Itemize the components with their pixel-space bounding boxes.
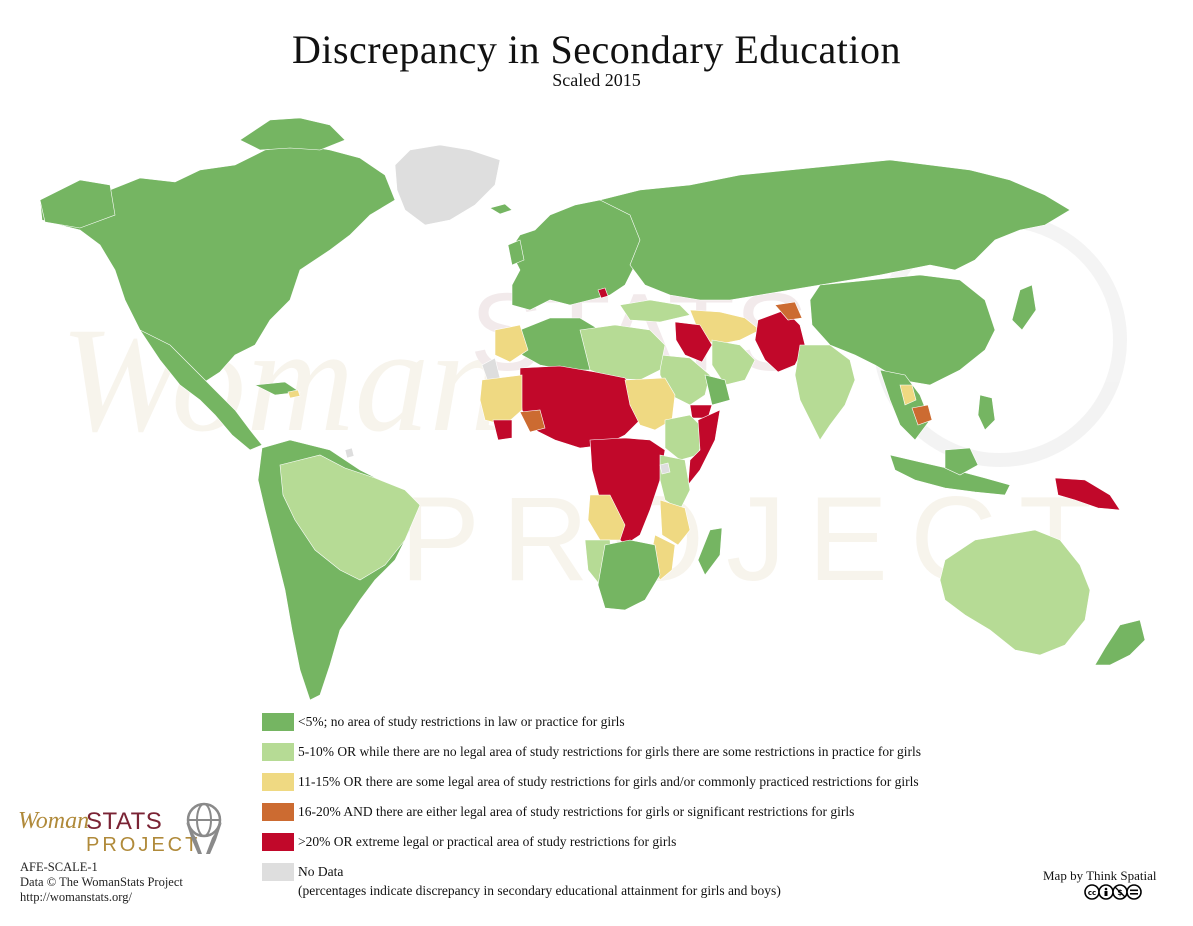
region-angola-zambia [587, 494, 626, 541]
region-china-mongolia [809, 274, 996, 386]
legend-label: <5%; no area of study restrictions in la… [298, 714, 625, 729]
region-guinea [492, 419, 513, 441]
region-australia [939, 529, 1091, 656]
region-japan [1011, 284, 1037, 331]
legend-label: 5-10% OR while there are no legal area o… [298, 744, 922, 759]
legend-swatch [262, 743, 294, 761]
data-copyright: Data © The WomanStats Project [20, 875, 183, 889]
legend-note: (percentages indicate discrepancy in sec… [298, 883, 781, 898]
legend-label: >20% OR extreme legal or practical area … [298, 834, 677, 849]
logo-word-woman: Woman [18, 808, 90, 834]
region-russia [599, 159, 1071, 301]
website-link[interactable]: http://womanstats.org/ [20, 890, 132, 904]
region-iran-area [711, 339, 756, 386]
svg-text:cc: cc [1088, 889, 1096, 897]
region-afghanistan-border [774, 301, 803, 321]
region-canada-usa [39, 144, 396, 386]
watermark-word-woman: Woman [60, 297, 505, 463]
region-sudan [624, 377, 676, 431]
legend-label: No Data [298, 864, 344, 879]
region-europe [509, 194, 641, 311]
region-india [794, 344, 856, 441]
region-png [1054, 477, 1121, 511]
region-borneo [944, 447, 979, 476]
region-uk-ireland [507, 239, 525, 266]
region-lake-victoria [659, 462, 671, 475]
region-oman [704, 374, 731, 406]
region-iceland [489, 203, 513, 215]
region-mali-mauritania [479, 374, 523, 426]
region-brazil-venezuela [279, 454, 421, 581]
map-subtitle: Scaled 2015 [552, 70, 641, 90]
womanstats-logo: Woman STATS PROJECT [18, 800, 222, 860]
legend-swatch [262, 773, 294, 791]
creative-commons-by-nc-nd-icon: cc $ [1084, 884, 1142, 900]
legend-swatch [262, 803, 294, 821]
region-cambodia [911, 404, 933, 426]
region-mexico-central-america [139, 329, 263, 451]
region-somalia [687, 409, 721, 486]
region-east-africa-11to15 [659, 499, 691, 546]
region-south-africa [597, 539, 661, 611]
legend-label: 11-15% OR there are some legal area of s… [298, 774, 919, 789]
map-by-credit: Map by Think Spatial [1043, 868, 1157, 883]
region-arctic-islands [239, 117, 346, 151]
region-new-zealand [1094, 619, 1146, 666]
region-turkey [619, 299, 691, 323]
region-guianas [344, 447, 355, 459]
map-code: AFE-SCALE-1 [20, 860, 98, 874]
legend-label: 16-20% AND there are either legal area o… [298, 804, 855, 819]
region-haiti [287, 389, 301, 399]
region-laos-thailand [899, 384, 917, 406]
region-philippines [977, 394, 996, 431]
region-madagascar [697, 527, 723, 576]
region-morocco-area [494, 324, 529, 363]
credits: AFE-SCALE-1 Data © The WomanStats Projec… [20, 860, 183, 905]
region-greenland [394, 144, 501, 226]
region-alaska [39, 179, 116, 229]
region-west-africa-coast [519, 409, 546, 433]
logo-word-stats: STATS [86, 808, 163, 835]
region-sahel-gt20 [519, 365, 641, 449]
legend-swatch [262, 833, 294, 851]
globe-hands-icon [186, 802, 222, 854]
region-balkans-gt20 [597, 287, 609, 299]
region-iraq-syria [674, 321, 713, 363]
logo-word-project: PROJECT [86, 834, 201, 856]
map-title: Discrepancy in Secondary Education [291, 27, 901, 72]
region-indonesia [889, 454, 1011, 496]
legend-swatch [262, 713, 294, 731]
legend-swatch [262, 863, 294, 881]
